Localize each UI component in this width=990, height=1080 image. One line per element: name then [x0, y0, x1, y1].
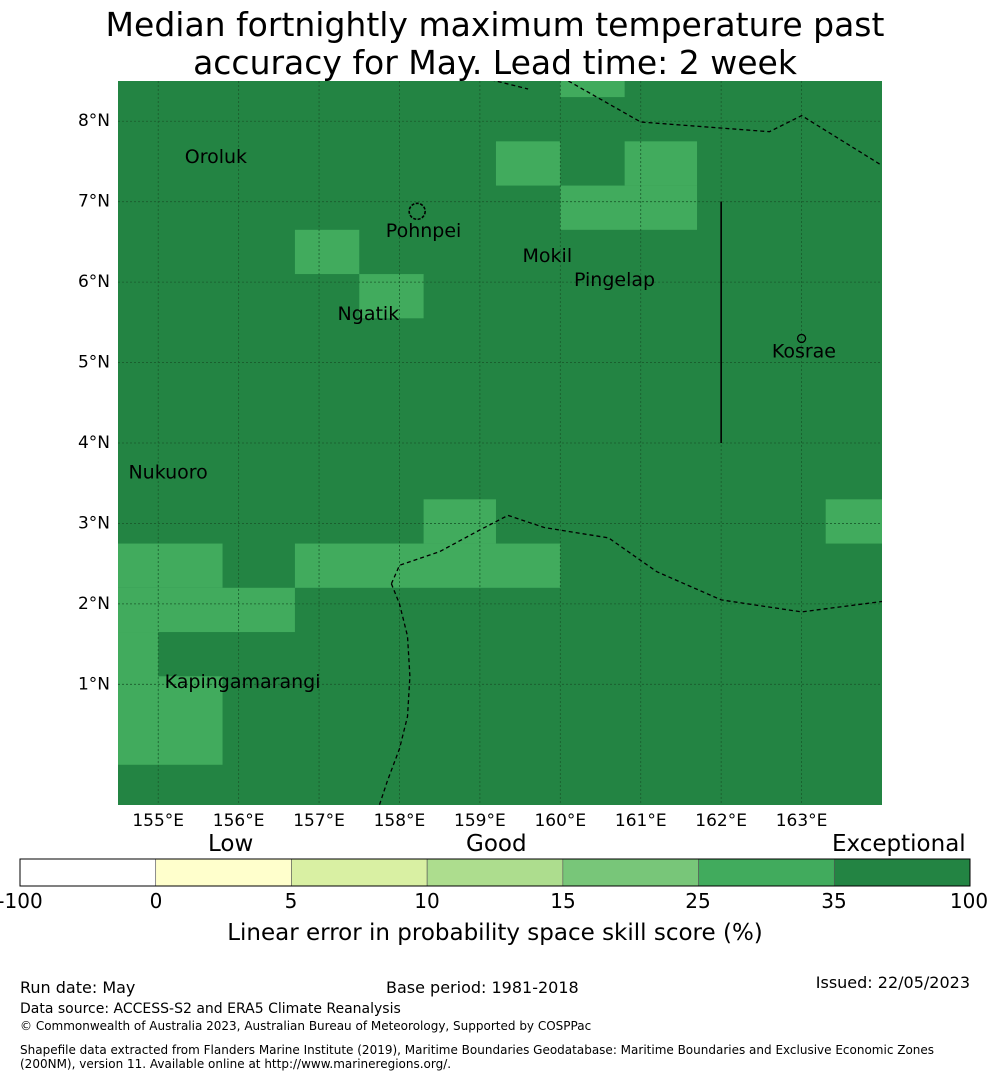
place-label: Mokil	[523, 245, 573, 267]
skill-cell	[560, 185, 698, 230]
colorbar-segment	[562, 858, 699, 887]
shapefile-note-line-2: (200NM), version 11. Available online at…	[20, 1057, 452, 1071]
maritime-boundary-line	[390, 514, 882, 613]
colorbar-segment	[291, 858, 428, 887]
colorbar-segment	[155, 858, 292, 887]
lon-tick-label: 157°E	[293, 811, 345, 831]
colorbar-tick: 5	[284, 889, 298, 913]
base-period: Base period: 1981-2018	[386, 978, 579, 997]
pohnpei-island-shape	[408, 202, 426, 221]
colorbar-segment	[426, 858, 564, 887]
lat-tick-label: 1°N	[78, 674, 110, 694]
skill-cell	[158, 676, 223, 765]
skill-cell	[825, 499, 882, 544]
lon-tick-label: 163°E	[776, 811, 828, 831]
place-label: Pohnpei	[386, 220, 462, 242]
lat-tick-label: 6°N	[78, 272, 110, 292]
place-label: Ngatik	[338, 303, 400, 325]
colorbar-tick: 35	[821, 889, 847, 913]
skill-cell	[423, 499, 496, 544]
place-label: Kapingamarangi	[165, 671, 321, 693]
skill-cell	[495, 141, 561, 186]
colorbar-frame	[19, 858, 971, 887]
colorbar-tick: 15	[550, 889, 576, 913]
lon-tick-label: 159°E	[454, 811, 506, 831]
lat-tick-label: 2°N	[78, 594, 110, 614]
colorbar-tick: 25	[685, 889, 711, 913]
skill-cell	[294, 543, 561, 588]
lat-tick-label: 4°N	[78, 433, 110, 453]
colorbar-axis-label: Linear error in probability space skill …	[227, 920, 763, 946]
issued-date: Issued: 22/05/2023	[815, 973, 970, 992]
skill-cell	[294, 229, 360, 275]
lon-tick-label: 155°E	[132, 811, 184, 831]
maritime-boundary-line	[568, 81, 882, 167]
colorbar-low-label: Low	[208, 831, 254, 857]
kosrae-island-shape	[796, 333, 807, 344]
shapefile-note-line-1: Shapefile data extracted from Flanders M…	[20, 1043, 935, 1057]
lon-tick-label: 158°E	[374, 811, 426, 831]
place-label: Nukuoro	[128, 461, 207, 483]
place-label: Pingelap	[574, 269, 655, 291]
chart-title: Median fortnightly maximum temperature p…	[0, 6, 990, 82]
colorbar-tick: 100	[949, 889, 989, 913]
copyright-note: © Commonwealth of Australia 2023, Austra…	[20, 1019, 592, 1033]
skill-cell	[118, 543, 223, 588]
place-label: Kosrae	[772, 341, 836, 363]
skill-cell	[560, 81, 625, 98]
colorbar-tick: 0	[149, 889, 163, 913]
colorbar-segment	[698, 858, 835, 887]
data-source: Data source: ACCESS-S2 and ERA5 Climate …	[20, 1001, 401, 1017]
skill-cell	[118, 587, 295, 633]
colorbar-segment	[19, 858, 157, 887]
lon-tick-label: 156°E	[213, 811, 265, 831]
lat-tick-label: 7°N	[78, 192, 110, 212]
lon-tick-label: 160°E	[534, 811, 586, 831]
title-line-1: Median fortnightly maximum temperature p…	[105, 5, 885, 44]
colorbar-exceptional-label: Exceptional	[832, 831, 966, 857]
colorbar-good-label: Good	[466, 831, 527, 857]
skill-cell	[118, 632, 159, 765]
lon-tick-label: 161°E	[615, 811, 667, 831]
maritime-boundary-line	[378, 583, 411, 805]
place-label: Oroluk	[185, 146, 247, 168]
run-date: Run date: May	[20, 978, 136, 997]
colorbar-tick: -100	[0, 889, 43, 913]
skill-cell	[624, 141, 698, 186]
lon-tick-label: 162°E	[695, 811, 747, 831]
lat-tick-label: 8°N	[78, 111, 110, 131]
skill-cell	[359, 274, 424, 319]
colorbar-segment	[833, 858, 971, 887]
lat-tick-label: 5°N	[78, 353, 110, 373]
lat-tick-label: 3°N	[78, 513, 110, 533]
title-line-2: accuracy for May. Lead time: 2 week	[193, 43, 797, 82]
colorbar-tick: 10	[414, 889, 440, 913]
